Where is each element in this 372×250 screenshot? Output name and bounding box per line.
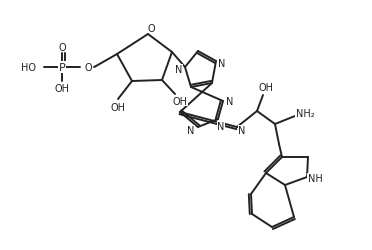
Text: OH: OH	[110, 102, 125, 113]
Text: N: N	[218, 59, 226, 69]
Text: HO: HO	[21, 63, 36, 73]
Text: O: O	[58, 43, 66, 53]
Text: N: N	[217, 122, 225, 132]
Text: OH: OH	[55, 84, 70, 94]
Text: P: P	[59, 63, 65, 73]
Text: N: N	[238, 126, 246, 136]
Text: N: N	[226, 96, 234, 106]
Text: OH: OH	[259, 83, 273, 93]
Text: NH₂: NH₂	[296, 108, 314, 118]
Text: N: N	[187, 126, 195, 136]
Text: O: O	[147, 24, 155, 34]
Text: NH: NH	[308, 173, 323, 183]
Text: O: O	[84, 63, 92, 73]
Text: N: N	[175, 65, 183, 75]
Text: OH: OH	[173, 96, 187, 106]
